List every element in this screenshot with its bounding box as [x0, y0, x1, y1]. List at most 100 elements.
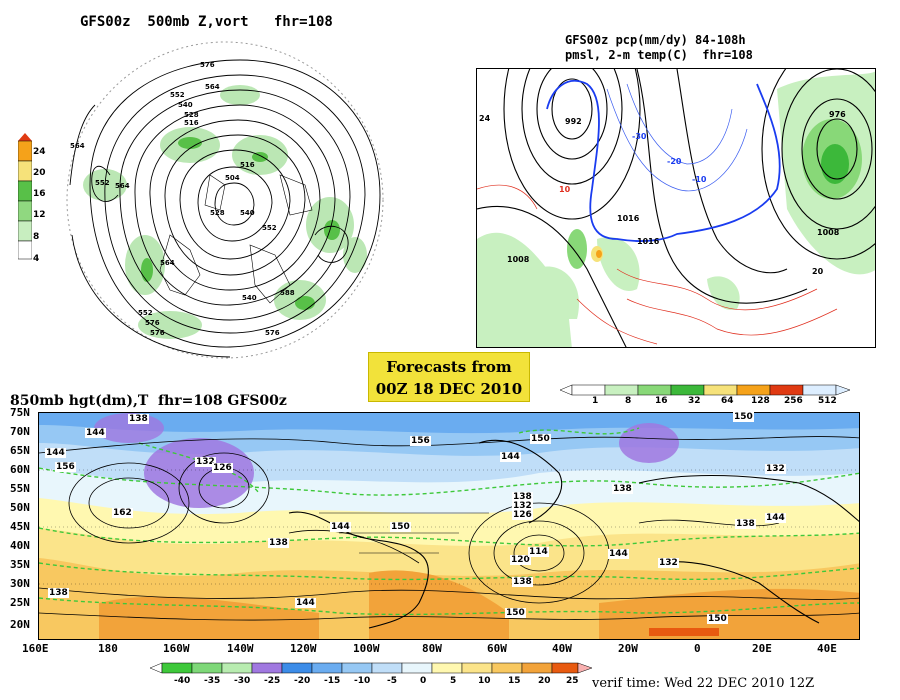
precip-orange-spot [596, 250, 602, 258]
hgt-label: 114 [528, 547, 549, 557]
hgt-label: 144 [85, 428, 106, 438]
svg-text:-20: -20 [667, 157, 682, 166]
vort-cb-label-4: 4 [33, 254, 40, 264]
hgt-label: 150 [505, 608, 526, 618]
temp-cb-label: 0 [420, 676, 427, 686]
temp-cb-label: -5 [387, 676, 397, 686]
svg-text:576: 576 [145, 319, 160, 327]
temp-cb-label: -20 [294, 676, 311, 686]
temp-cb-label: -30 [234, 676, 251, 686]
svg-text:516: 516 [240, 161, 255, 169]
hgt-label: 126 [512, 510, 533, 520]
svg-text:528: 528 [184, 111, 199, 119]
svg-text:552: 552 [170, 91, 185, 99]
pcp-cb-label-1: 1 [592, 396, 599, 406]
lat-tick-40n: 40N [10, 539, 30, 552]
lon-tick-160e: 160E [22, 642, 49, 655]
hgt-label: 132 [658, 558, 679, 568]
temp-cb-label: -35 [204, 676, 221, 686]
vort-colorbar [17, 133, 33, 263]
lat-tick-65n: 65N [10, 444, 30, 457]
temp-cb-label: 20 [538, 676, 551, 686]
svg-text:-30: -30 [632, 132, 647, 141]
svg-text:1008: 1008 [817, 228, 840, 237]
lon-tick-140w: 140W [227, 642, 254, 655]
lat-tick-45n: 45N [10, 520, 30, 533]
svg-text:516: 516 [184, 119, 199, 127]
svg-text:528: 528 [210, 209, 225, 217]
svg-text:10: 10 [559, 185, 571, 194]
hgt-label: 150 [733, 412, 754, 422]
vorticity-shading [83, 85, 367, 339]
temp-cb-label: -25 [264, 676, 281, 686]
vort-cb-label-16: 16 [33, 189, 46, 199]
hgt-label: 138 [612, 484, 633, 494]
temp-cb-label: 10 [478, 676, 491, 686]
lon-tick-60w: 60W [487, 642, 507, 655]
lat-tick-35n: 35N [10, 558, 30, 571]
hgt-label: 120 [510, 555, 531, 565]
temperature-contours-blue-thin [606, 83, 748, 192]
svg-text:1016: 1016 [637, 237, 660, 246]
lon-tick-120w: 120W [290, 642, 317, 655]
svg-text:588: 588 [280, 289, 295, 297]
hgt-label: 150 [390, 522, 411, 532]
temp-cb-label: -15 [324, 676, 341, 686]
svg-text:992: 992 [565, 117, 582, 126]
hgt-label: 156 [410, 436, 431, 446]
svg-text:552: 552 [138, 309, 153, 317]
svg-text:24: 24 [479, 114, 491, 123]
precip-shading-heavy [821, 144, 849, 184]
hgt-label: 144 [765, 513, 786, 523]
temp-cb-label: 25 [566, 676, 579, 686]
lon-tick-180: 180 [98, 642, 118, 655]
hgt-label: 156 [55, 462, 76, 472]
svg-text:1016: 1016 [617, 214, 640, 223]
hgt-label: 132 [512, 501, 533, 511]
pcp-colorbar [559, 382, 852, 396]
temp-colorbar [149, 660, 593, 674]
pcp-cb-label-128: 128 [751, 396, 770, 406]
vort-cb-label-24: 24 [33, 147, 46, 157]
hgt-label: 126 [212, 463, 233, 473]
svg-text:564: 564 [115, 182, 130, 190]
lon-tick-160w: 160W [163, 642, 190, 655]
hgt-label: 150 [530, 434, 551, 444]
svg-text:976: 976 [829, 110, 846, 119]
panel-500mb-map: 576 564 552 540 528 516 504 516 528 540 552 56… [50, 35, 400, 365]
lon-tick-100w: 100W [353, 642, 380, 655]
hgt-label: 138 [48, 588, 69, 598]
hgt-label: 144 [330, 522, 351, 532]
pcp-cb-label-32: 32 [688, 396, 701, 406]
lon-tick-20w: 20W [618, 642, 638, 655]
hgt-label: 144 [295, 598, 316, 608]
svg-text:540: 540 [240, 209, 255, 217]
svg-text:576: 576 [200, 61, 215, 69]
svg-text:-10: -10 [692, 175, 707, 184]
temp-cb-label: 5 [450, 676, 457, 686]
svg-text:576: 576 [265, 329, 280, 337]
pcp-cb-label-8: 8 [625, 396, 632, 406]
svg-text:540: 540 [242, 294, 257, 302]
pcp-cb-label-16: 16 [655, 396, 668, 406]
lat-tick-70n: 70N [10, 425, 30, 438]
lon-tick-40w: 40W [552, 642, 572, 655]
panel-500mb-title: GFS00z 500mb Z,vort fhr=108 [80, 14, 333, 30]
hgt-label: 132 [195, 457, 216, 467]
hgt-label: 150 [707, 614, 728, 624]
pcp-cb-label-64: 64 [721, 396, 734, 406]
vort-cb-label-12: 12 [33, 210, 46, 220]
continents [159, 174, 313, 304]
isotherms-dashed [39, 427, 859, 616]
svg-text:20: 20 [812, 267, 824, 276]
lat-tick-60n: 60N [10, 463, 30, 476]
svg-text:564: 564 [70, 142, 85, 150]
vort-cb-label-8: 8 [33, 232, 40, 242]
lon-tick-80w: 80W [422, 642, 442, 655]
continent-outlines [288, 439, 859, 629]
lat-tick-50n: 50N [10, 501, 30, 514]
svg-text:552: 552 [95, 179, 110, 187]
svg-text:552: 552 [262, 224, 277, 232]
